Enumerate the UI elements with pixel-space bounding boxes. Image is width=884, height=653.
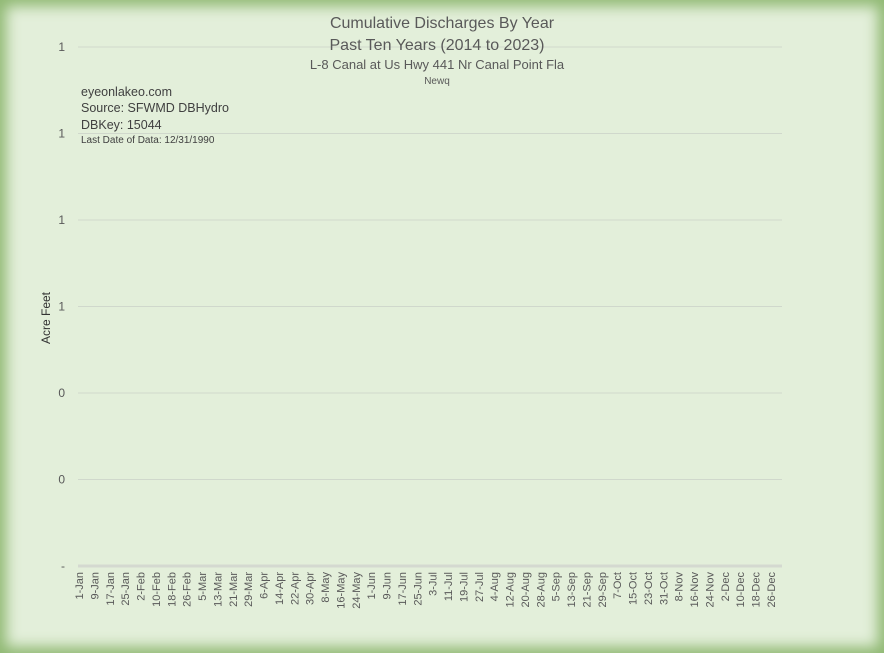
x-tick-label: 3-Jul (428, 572, 440, 596)
x-tick-label: 26-Dec (766, 572, 778, 608)
x-tick-label: 1-Jan (74, 572, 86, 600)
y-tick-label: 0 (58, 473, 65, 487)
x-tick-label: 13-Sep (566, 572, 578, 607)
last-date-note: Last Date of Data: 12/31/1990 (81, 135, 215, 146)
x-tick-label: 2-Feb (136, 572, 148, 601)
x-tick-label: 11-Jul (443, 572, 455, 601)
x-tick-label: 9-Jan (89, 572, 101, 600)
x-tick-label: 25-Jun (412, 572, 424, 606)
source-note: Source: SFWMD DBHydro (81, 101, 229, 115)
x-tick-label: 16-Nov (689, 572, 701, 608)
x-tick-label: 12-Aug (505, 572, 517, 607)
x-tick-label: 25-Jan (120, 572, 132, 606)
x-tick-label: 10-Dec (735, 572, 747, 608)
x-tick-label: 29-Sep (597, 572, 609, 607)
x-tick-label: 29-Mar (243, 572, 255, 607)
x-tick-label: 20-Aug (520, 572, 532, 607)
x-tick-label: 24-May (351, 572, 363, 609)
x-tick-label: 16-May (335, 572, 347, 609)
x-tick-label: 28-Aug (535, 572, 547, 607)
y-tick-label: 1 (58, 300, 65, 314)
x-tick-label: 22-Apr (289, 572, 301, 605)
x-tick-label: 21-Sep (581, 572, 593, 607)
y-tick-label: 0 (58, 386, 65, 400)
y-tick-label: 1 (58, 213, 65, 227)
x-tick-label: 5-Mar (197, 572, 209, 601)
x-tick-label: 18-Dec (751, 572, 763, 608)
x-tick-label: 14-Apr (274, 572, 286, 605)
x-tick-label: 4-Aug (489, 572, 501, 601)
x-tick-label: 24-Nov (704, 572, 716, 608)
chart-subtitle: Past Ten Years (2014 to 2023) (329, 37, 545, 54)
x-tick-label: 30-Apr (305, 572, 317, 605)
dbkey-note: DBKey: 15044 (81, 118, 162, 132)
site-code: Newq (424, 76, 450, 87)
x-tick-label: 26-Feb (182, 572, 194, 607)
x-tick-label: 17-Jun (397, 572, 409, 606)
chart-title: Cumulative Discharges By Year (329, 15, 555, 32)
x-tick-label: 23-Oct (643, 572, 655, 605)
x-tick-label: 5-Sep (551, 572, 563, 601)
x-tick-label: 7-Oct (612, 572, 624, 599)
station-name: L-8 Canal at Us Hwy 441 Nr Canal Point F… (309, 57, 565, 72)
x-tick-label: 21-Mar (228, 572, 240, 607)
x-tick-label: 31-Oct (658, 572, 670, 605)
x-tick-label: 1-Jun (366, 572, 378, 600)
x-tick-label: 13-Mar (212, 572, 224, 607)
x-tick-label: 27-Jul (474, 572, 486, 602)
y-tick-label: 1 (58, 127, 65, 141)
y-tick-label: 1 (58, 40, 65, 54)
x-tick-label: 8-Nov (674, 572, 686, 602)
x-tick-label: 9-Jun (382, 572, 394, 600)
x-tick-label: 17-Jan (105, 572, 117, 606)
x-tick-label: 19-Jul (458, 572, 470, 602)
x-tick-label: 18-Feb (166, 572, 178, 607)
x-tick-label: 15-Oct (628, 572, 640, 605)
x-tick-label: 10-Feb (151, 572, 163, 607)
x-tick-label: 6-Apr (259, 572, 271, 599)
y-tick-label: - (61, 559, 65, 573)
x-tick-label: 2-Dec (720, 572, 732, 602)
x-tick-label: 8-May (320, 572, 332, 603)
y-axis-label: Acre Feet (39, 291, 53, 345)
website-note: eyeonlakeo.com (81, 85, 173, 99)
